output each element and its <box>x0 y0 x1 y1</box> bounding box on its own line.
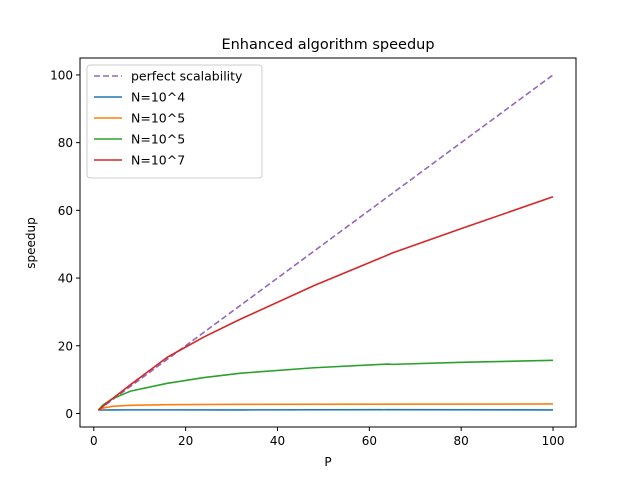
y-tick-label: 100 <box>50 68 73 82</box>
x-tick-label: 100 <box>542 434 565 448</box>
y-tick-label: 20 <box>58 339 73 353</box>
y-axis-label: speedup <box>24 217 38 268</box>
legend-label-1: N=10^4 <box>131 90 185 105</box>
legend-label-2: N=10^5 <box>131 111 185 126</box>
plot-area <box>97 74 554 411</box>
x-tick-label: 0 <box>90 434 98 448</box>
legend-box <box>86 64 263 179</box>
y-tick-label: 0 <box>65 407 73 421</box>
y-tick-label: 40 <box>58 272 73 286</box>
y-tick-label: 60 <box>58 204 73 218</box>
x-tick-label: 20 <box>178 434 193 448</box>
legend: perfect scalability N=10^4 N=10^5 N=10^5 N=1… <box>86 64 263 179</box>
x-tick-label: 80 <box>454 434 469 448</box>
y-tick-label: 80 <box>58 136 73 150</box>
x-tick-label: 40 <box>270 434 285 448</box>
series-line-2 <box>98 403 554 411</box>
legend-label-0: perfect scalability <box>131 69 243 84</box>
x-axis-label: P <box>324 455 331 469</box>
axes: 0 20 40 60 80 100 0 20 40 60 80 100 <box>50 57 577 448</box>
series-line-4 <box>97 196 554 411</box>
chart-title: Enhanced algorithm speedup <box>221 37 434 53</box>
legend-label-4: N=10^7 <box>131 153 185 168</box>
axes-frame <box>79 57 577 428</box>
x-tick-label: 60 <box>362 434 377 448</box>
legend-label-3: N=10^5 <box>131 132 185 147</box>
